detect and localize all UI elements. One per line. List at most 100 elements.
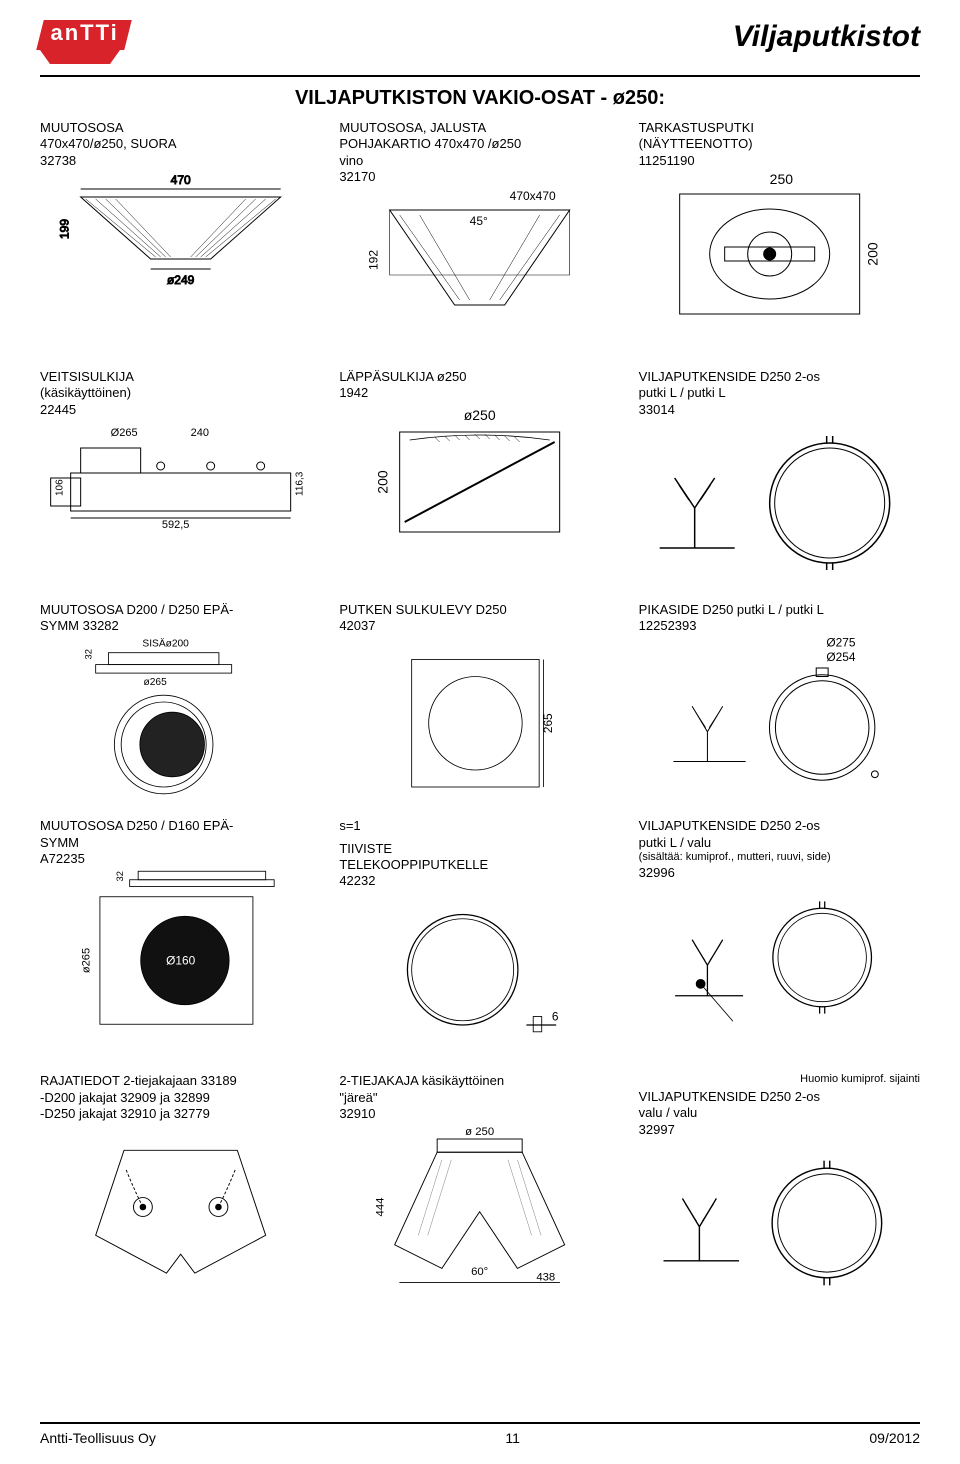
part-label: vino xyxy=(339,153,620,169)
part-code: 42232 xyxy=(339,873,620,889)
part-label: putki L / putki L xyxy=(639,385,920,401)
svg-text:116,3: 116,3 xyxy=(295,471,306,496)
part-label: MUUTOSOSA, JALUSTA xyxy=(339,120,620,136)
drawing: ø 250 444 60° 438 xyxy=(339,1122,620,1292)
part-code: 12252393 xyxy=(639,618,920,634)
cell-rajatiedot: RAJATIEDOT 2-tiejakajaan 33189 -D200 jak… xyxy=(40,1073,321,1308)
svg-text:250: 250 xyxy=(769,171,793,187)
part-label: TELEKOOPPIPUTKELLE xyxy=(339,857,620,873)
svg-text:ø250: ø250 xyxy=(464,407,496,423)
svg-text:60°: 60° xyxy=(471,1266,488,1278)
arrow-note: Huomio kumiprof. sijainti xyxy=(639,1073,920,1087)
drawing: Ø265 240 106 116,3 592,5 xyxy=(40,418,321,588)
part-label: (NÄYTTEENOTTO) xyxy=(639,136,920,152)
part-label: -D250 jakajat 32910 ja 32779 xyxy=(40,1106,321,1122)
part-code: 32997 xyxy=(639,1122,920,1138)
svg-text:444: 444 xyxy=(375,1198,387,1217)
page-footer: Antti-Teollisuus Oy 11 09/2012 xyxy=(40,1422,920,1446)
drawing: 470x470 45° 192 xyxy=(339,185,620,355)
svg-text:45°: 45° xyxy=(470,214,488,228)
svg-text:ø249: ø249 xyxy=(167,273,195,287)
brand-logo: anTTi xyxy=(40,20,128,69)
drawing: SISÄø200 32 ø265 xyxy=(40,634,321,804)
part-label: VILJAPUTKENSIDE D250 2-os xyxy=(639,1089,920,1105)
parts-grid: MUUTOSOSA 470x470/ø250, SUORA 32738 470 xyxy=(40,120,920,1308)
part-code: 32170 xyxy=(339,169,620,185)
part-code: 42037 xyxy=(339,618,620,634)
svg-text:240: 240 xyxy=(191,427,209,439)
part-label: RAJATIEDOT 2-tiejakajaan 33189 xyxy=(40,1073,321,1089)
part-label: TIIVISTE xyxy=(339,841,620,857)
cell-side-ll: VILJAPUTKENSIDE D250 2-os putki L / putk… xyxy=(639,369,920,588)
part-label: PUTKEN SULKULEVY D250 xyxy=(339,602,620,618)
cell-epa-250-160: MUUTOSOSA D250 / D160 EPÄ- SYMM A72235 3… xyxy=(40,818,321,1059)
part-label: TARKASTUSPUTKI xyxy=(639,120,920,136)
cell-tarkastusputki: TARKASTUSPUTKI (NÄYTTEENOTTO) 11251190 2… xyxy=(639,120,920,355)
drawing xyxy=(639,418,920,588)
svg-text:Ø160: Ø160 xyxy=(166,954,195,968)
brand-text: anTTi xyxy=(50,20,118,46)
part-label: LÄPPÄSULKIJA ø250 xyxy=(339,369,620,385)
cell-tiiviste: s=1 TIIVISTE TELEKOOPPIPUTKELLE 42232 6 xyxy=(339,818,620,1059)
part-label: POHJAKARTIO 470x470 /ø250 xyxy=(339,136,620,152)
drawing xyxy=(40,1122,321,1292)
part-label: putki L / valu xyxy=(639,835,920,851)
svg-text:470x470: 470x470 xyxy=(510,189,556,203)
cell-muutososa-suora: MUUTOSOSA 470x470/ø250, SUORA 32738 470 xyxy=(40,120,321,355)
svg-text:438: 438 xyxy=(537,1272,556,1284)
svg-text:Ø265: Ø265 xyxy=(111,427,138,439)
footer-company: Antti-Teollisuus Oy xyxy=(40,1430,156,1446)
footer-page-number: 11 xyxy=(505,1430,520,1446)
cell-side-l-valu: VILJAPUTKENSIDE D250 2-os putki L / valu… xyxy=(639,818,920,1059)
drawing: 470 199 ø249 xyxy=(40,169,321,339)
svg-text:6: 6 xyxy=(552,1010,559,1024)
part-label: "järeä" xyxy=(339,1090,620,1106)
svg-text:199: 199 xyxy=(58,218,72,238)
section-title: VILJAPUTKISTON VAKIO-OSAT - ø250: xyxy=(40,87,920,110)
part-label: VEITSISULKIJA xyxy=(40,369,321,385)
part-label: MUUTOSOSA D200 / D250 EPÄ- xyxy=(40,602,321,618)
part-code: 32910 xyxy=(339,1106,620,1122)
svg-text:ø265: ø265 xyxy=(81,948,93,973)
part-label: MUUTOSOSA xyxy=(40,120,321,136)
cell-veitsisulkija: VEITSISULKIJA (käsikäyttöinen) 22445 Ø26… xyxy=(40,369,321,588)
cell-sulkulevy: PUTKEN SULKULEVY D250 42037 265 xyxy=(339,602,620,805)
part-label: -D200 jakajat 32909 ja 32899 xyxy=(40,1090,321,1106)
part-code: 1942 xyxy=(339,385,620,401)
svg-text:Ø275: Ø275 xyxy=(826,636,855,650)
part-code: 11251190 xyxy=(639,153,920,169)
logo-underline-icon xyxy=(40,50,120,64)
cell-epa-200-250: MUUTOSOSA D200 / D250 EPÄ- SYMM 33282 SI… xyxy=(40,602,321,805)
part-code: A72235 xyxy=(40,851,321,867)
svg-text:470: 470 xyxy=(171,173,191,187)
part-code: 22445 xyxy=(40,402,321,418)
svg-text:32: 32 xyxy=(83,649,93,659)
svg-text:32: 32 xyxy=(115,871,125,881)
part-label: MUUTOSOSA D250 / D160 EPÄ- xyxy=(40,818,321,834)
drawing: Ø275 Ø254 xyxy=(639,634,920,804)
drawing xyxy=(639,881,920,1051)
part-code: 33014 xyxy=(639,402,920,418)
part-label: SYMM xyxy=(40,835,321,851)
cell-side-valu-valu: Huomio kumiprof. sijainti VILJAPUTKENSID… xyxy=(639,1073,920,1308)
svg-text:200: 200 xyxy=(375,470,391,494)
page-title: Viljaputkistot xyxy=(733,20,920,54)
svg-text:ø 250: ø 250 xyxy=(466,1126,495,1138)
cell-lappasulkija: LÄPPÄSULKIJA ø250 1942 ø250 xyxy=(339,369,620,588)
part-label: 2-TIEJAKAJA käsikäyttöinen xyxy=(339,1073,620,1089)
part-code: 32996 xyxy=(639,865,920,881)
cell-tiejakaja: 2-TIEJAKAJA käsikäyttöinen "järeä" 32910… xyxy=(339,1073,620,1308)
cell-pikaside: PIKASIDE D250 putki L / putki L 12252393… xyxy=(639,602,920,805)
svg-text:200: 200 xyxy=(864,242,880,266)
part-label: PIKASIDE D250 putki L / putki L xyxy=(639,602,920,618)
svg-text:592,5: 592,5 xyxy=(162,519,190,531)
svg-text:ø265: ø265 xyxy=(144,677,168,688)
svg-text:192: 192 xyxy=(367,250,381,270)
part-label: 470x470/ø250, SUORA xyxy=(40,136,321,152)
drawing: 265 xyxy=(339,634,620,804)
part-note: (sisältää: kumiprof., mutteri, ruuvi, si… xyxy=(639,851,920,865)
svg-text:SISÄø200: SISÄø200 xyxy=(142,638,189,650)
part-label: SYMM 33282 xyxy=(40,618,321,634)
pre-label: s=1 xyxy=(339,818,620,834)
cell-jalusta-vino: MUUTOSOSA, JALUSTA POHJAKARTIO 470x470 /… xyxy=(339,120,620,355)
